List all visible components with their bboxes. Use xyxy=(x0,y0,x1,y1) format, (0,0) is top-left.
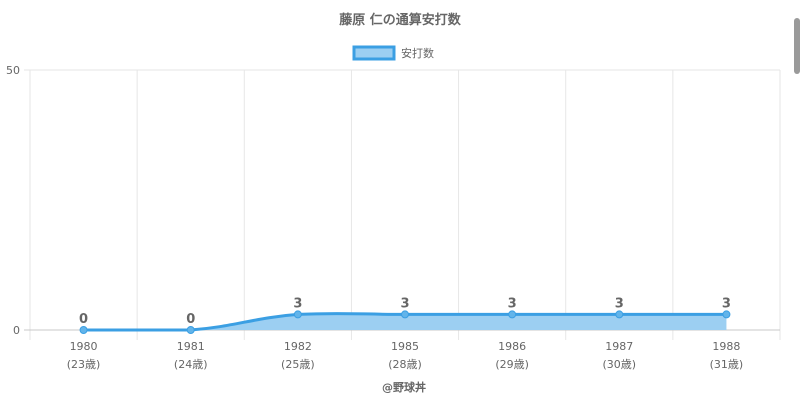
data-label: 0 xyxy=(79,312,88,327)
x-tick-label: 1986 xyxy=(498,340,526,353)
data-labels: 0 0 3 3 3 3 3 xyxy=(79,296,731,327)
x-tick-label: 1987 xyxy=(605,340,633,353)
x-tick-label: 1988 xyxy=(712,340,740,353)
series-points xyxy=(79,310,731,334)
x-tick-label: 1985 xyxy=(391,340,419,353)
data-point xyxy=(186,326,195,334)
x-tick-sublabel: (29歳) xyxy=(495,358,529,371)
data-point xyxy=(722,310,731,319)
legend-label: 安打数 xyxy=(401,46,434,60)
data-label: 3 xyxy=(722,296,731,311)
y-tick-label: 50 xyxy=(6,64,20,77)
x-tick-sublabel: (24歳) xyxy=(174,358,208,371)
data-label: 3 xyxy=(400,296,409,311)
series-area-fill xyxy=(83,313,727,330)
y-tick-label: 0 xyxy=(13,324,20,337)
data-point xyxy=(508,310,517,319)
data-point xyxy=(293,310,302,319)
x-tick-sublabel: (30歳) xyxy=(602,358,636,371)
data-label: 0 xyxy=(186,312,195,327)
credit-label: @野球丼 xyxy=(382,380,426,394)
x-tick-sublabel: (28歳) xyxy=(388,358,422,371)
y-axis: 0 50 xyxy=(6,64,20,337)
legend-swatch xyxy=(352,45,396,61)
data-label: 3 xyxy=(293,296,302,311)
x-tick-label: 1981 xyxy=(177,340,205,353)
x-axis: 1980 (23歳) 1981 (24歳) 1982 (25歳) 1985 (28歳) 1986… xyxy=(67,340,743,371)
x-tick-sublabel: (23歳) xyxy=(67,358,101,371)
legend[interactable]: 安打数 xyxy=(352,45,434,61)
x-tick-sublabel: (25歳) xyxy=(281,358,315,371)
data-point xyxy=(79,326,88,334)
x-tick-label: 1980 xyxy=(70,340,98,353)
x-tick-sublabel: (31歳) xyxy=(710,358,744,371)
data-label: 3 xyxy=(615,296,624,311)
data-point xyxy=(615,310,624,319)
x-tick-label: 1982 xyxy=(284,340,312,353)
data-point xyxy=(401,310,409,319)
scrollbar[interactable] xyxy=(794,18,800,74)
data-label: 3 xyxy=(508,296,517,311)
chart-title: 藤原 仁の通算安打数 xyxy=(339,12,462,28)
